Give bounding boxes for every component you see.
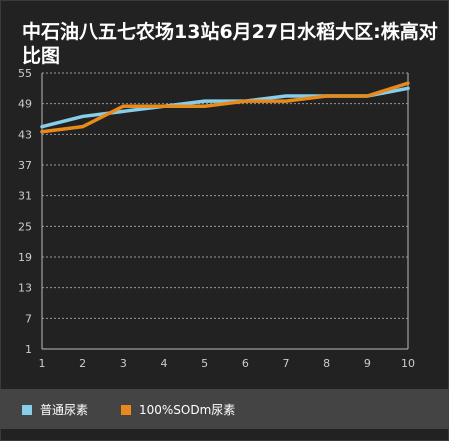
y-tick-label: 25	[18, 220, 32, 233]
series-line-2	[40, 81, 410, 134]
y-tick-label: 19	[18, 251, 32, 264]
y-tick-label: 1	[25, 343, 32, 356]
y-axis-ticks: 55 49 43 37 31 25 19 13 7 1	[18, 67, 32, 356]
x-tick-label: 1	[39, 357, 46, 370]
legend-item-series-1[interactable]: 普通尿素	[22, 401, 88, 418]
legend: 普通尿素 100%SODm尿素	[0, 389, 449, 429]
legend-item-series-2[interactable]: 100%SODm尿素	[121, 401, 235, 418]
chart-title: 中石油八五七农场13站6月27日水稻大区:株高对比图	[22, 21, 438, 67]
y-tick-label: 7	[25, 312, 32, 325]
x-tick-label: 3	[120, 357, 127, 370]
y-tick-label: 55	[18, 67, 32, 80]
y-tick-label: 13	[18, 282, 32, 295]
legend-swatch-series-2	[121, 404, 131, 415]
x-tick-label: 4	[161, 357, 168, 370]
y-tick-label: 43	[18, 128, 32, 141]
legend-label-series-1: 普通尿素	[40, 403, 89, 417]
x-tick-label: 6	[242, 357, 249, 370]
y-tick-label: 49	[18, 98, 32, 111]
x-tick-label: 8	[323, 357, 330, 370]
x-tick-label: 7	[283, 357, 290, 370]
gridlines	[41, 72, 409, 350]
x-tick-label: 2	[79, 357, 86, 370]
x-tick-label: 10	[401, 357, 415, 370]
y-tick-label: 37	[18, 159, 32, 172]
line-chart: 55 49 43 37 31 25 19 13 7 1 1 2 3 4 5 6 7 8 9 10	[18, 67, 416, 370]
legend-swatch-series-1	[22, 404, 32, 415]
legend-label-series-2: 100%SODm尿素	[139, 403, 236, 417]
y-tick-label: 31	[18, 190, 32, 203]
x-tick-label: 9	[364, 357, 371, 370]
x-tick-label: 5	[201, 357, 208, 370]
x-axis-ticks: 1 2 3 4 5 6 7 8 9 10	[39, 357, 416, 370]
series-lines	[40, 81, 410, 134]
